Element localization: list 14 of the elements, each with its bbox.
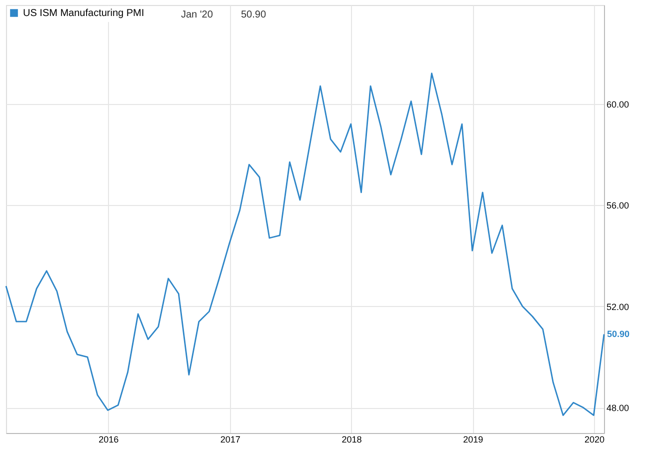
x-tick-label: 2020	[584, 434, 605, 444]
annotation: 50.90	[241, 10, 266, 20]
x-tick-label: 2019	[463, 434, 484, 444]
y-tick-label: 52.00	[606, 302, 630, 312]
legend-label: US ISM Manufacturing PMI	[23, 8, 144, 19]
y-tick-label: 56.00	[606, 200, 630, 211]
data-label: 50.90	[607, 329, 630, 340]
x-tick-label: 2017	[220, 434, 240, 444]
annotation: Jan '20	[181, 10, 214, 20]
x-tick-label: 2016	[98, 434, 119, 444]
y-tick-label: 48.00	[606, 403, 630, 414]
x-tick-label: 2018	[342, 434, 362, 444]
line-series	[5, 72, 605, 416]
y-tick-label: 60.00	[606, 99, 630, 110]
